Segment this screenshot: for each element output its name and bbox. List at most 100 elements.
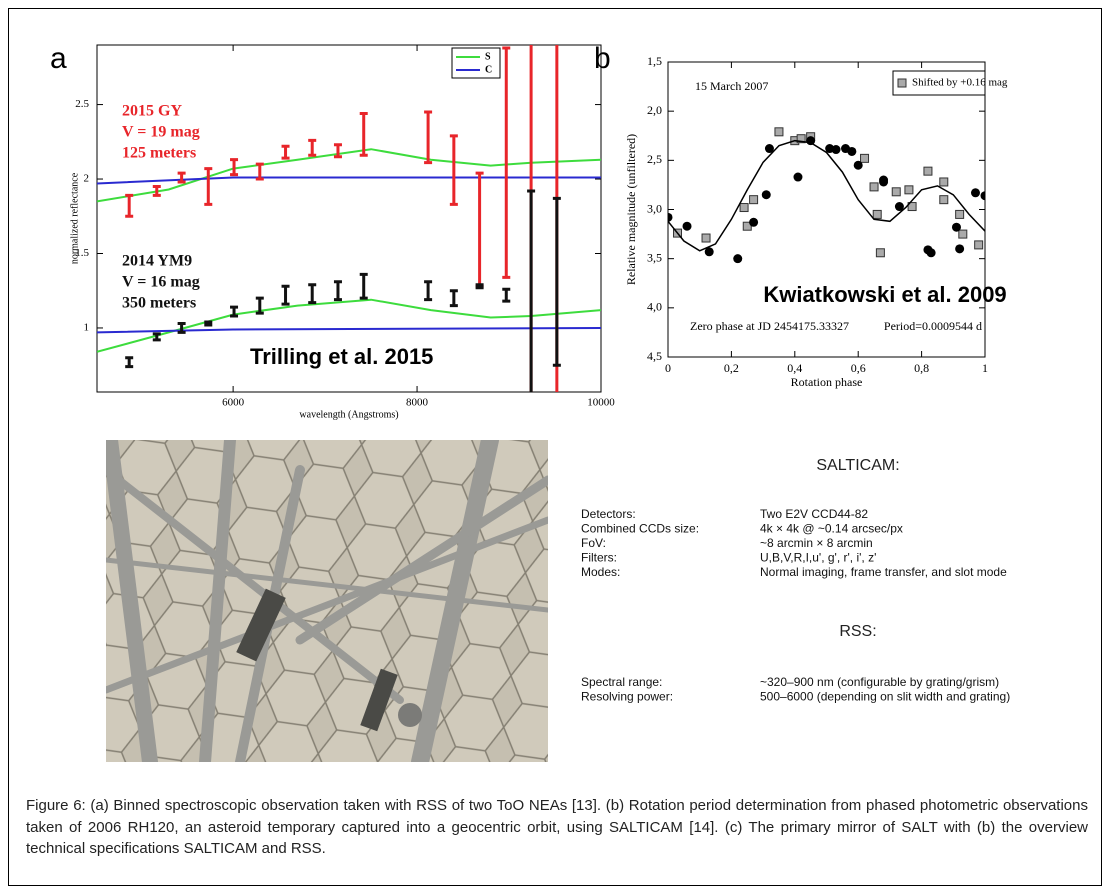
error-bar <box>178 173 186 182</box>
error-bar <box>204 322 212 325</box>
plot-frame <box>97 45 601 392</box>
x-tick-label: 10000 <box>587 397 615 409</box>
y-tick-label: 2,0 <box>647 103 662 117</box>
model-curve <box>97 328 601 332</box>
series-annotation: 2015 GY <box>122 103 182 120</box>
x-tick-label: 0,6 <box>851 361 866 375</box>
point <box>775 128 783 136</box>
annotation: Zero phase at JD 2454175.33327 <box>690 319 849 333</box>
series-annotation: 2014 YM9 <box>122 253 192 270</box>
joint <box>398 703 422 727</box>
point <box>876 249 884 257</box>
point <box>702 234 710 242</box>
error-bar <box>450 291 458 306</box>
fit-curve <box>668 141 985 251</box>
point <box>905 186 913 194</box>
error-bar <box>334 282 342 300</box>
point <box>873 210 881 218</box>
spec-label: Modes: <box>581 565 620 579</box>
source-annotation: Trilling et al. 2015 <box>250 344 433 369</box>
y-tick-label: 3,5 <box>647 250 662 264</box>
page: Figure 6 html, body { margin: 0; padding… <box>0 0 1112 896</box>
point <box>956 210 964 218</box>
spec-value: U,B,V,R,I,u', g', r', i', z' <box>760 551 876 565</box>
figure: a b 11.522.56000800010000wavelength (Ang… <box>0 0 1112 896</box>
point <box>861 154 869 162</box>
spec-value: 500–6000 (depending on slit width and gr… <box>760 690 1010 704</box>
error-bar <box>527 191 535 399</box>
point <box>952 223 961 232</box>
spec-value: 4k × 4k @ ~0.14 arcsec/px <box>760 522 903 536</box>
plot-area <box>97 0 601 402</box>
y-tick-label: 4,5 <box>647 349 662 363</box>
legend-label: Shifted by +0.16 mag <box>912 77 1008 89</box>
point <box>940 196 948 204</box>
point <box>940 178 948 186</box>
y-tick-label: 1,5 <box>647 54 662 68</box>
plot-frame <box>668 62 985 357</box>
point <box>749 218 758 227</box>
error-bar <box>424 282 432 300</box>
x-tick-label: 0,2 <box>724 361 739 375</box>
error-bar <box>125 195 133 216</box>
y-tick-label: 2 <box>84 173 90 185</box>
error-bar <box>553 198 561 365</box>
x-tick-label: 0,4 <box>787 361 802 375</box>
mirror-photo <box>106 440 548 762</box>
series-annotation: 350 meters <box>122 295 196 312</box>
x-tick-label: 8000 <box>406 397 429 409</box>
spec-value: Normal imaging, frame transfer, and slot… <box>760 565 1007 579</box>
point <box>975 241 983 249</box>
error-bar <box>282 146 290 158</box>
point <box>981 191 990 200</box>
point <box>971 188 980 197</box>
point <box>879 177 888 186</box>
series-annotation: V = 19 mag <box>122 124 200 141</box>
error-bar <box>476 173 484 286</box>
spec-label: Resolving power: <box>581 690 673 704</box>
point <box>733 254 742 263</box>
error-bar <box>125 358 133 367</box>
error-bar <box>450 136 458 205</box>
point <box>892 188 900 196</box>
legend-label: S <box>485 51 491 62</box>
spec-label: Combined CCDs size: <box>581 522 699 536</box>
spec-title: SALTICAM: <box>816 457 899 474</box>
y-tick-label: 2,5 <box>647 152 662 166</box>
spec-value: ~8 arcmin × 8 arcmin <box>760 536 873 550</box>
x-tick-label: 1 <box>982 361 988 375</box>
spec-label: FoV: <box>581 536 606 550</box>
error-bar <box>204 169 212 205</box>
x-tick-label: 0 <box>665 361 671 375</box>
point <box>854 161 863 170</box>
y-tick-label: 1 <box>84 321 90 333</box>
y-tick-label: 2.5 <box>75 98 89 110</box>
point <box>793 173 802 182</box>
point <box>924 167 932 175</box>
y-tick-label: 3,0 <box>647 201 662 215</box>
error-bar <box>476 285 484 288</box>
point <box>832 145 841 154</box>
spec-value: Two E2V CCD44-82 <box>760 507 868 521</box>
annotation: Period=0.0009544 d <box>884 319 982 333</box>
panel-label: b <box>594 42 611 75</box>
model-curve <box>97 178 601 184</box>
plot-area <box>664 128 990 263</box>
point <box>762 190 771 199</box>
error-bar <box>360 274 368 298</box>
point <box>740 204 748 212</box>
point <box>959 230 967 238</box>
spec-label: Filters: <box>581 551 617 565</box>
x-axis-label: wavelength (Angstroms) <box>299 409 398 420</box>
x-axis-label: Rotation phase <box>791 375 863 389</box>
y-axis-label: Relative magnitude (unfiltered) <box>624 134 638 285</box>
spec-label: Detectors: <box>581 507 636 521</box>
legend-swatch <box>898 79 906 87</box>
x-tick-label: 0,8 <box>914 361 929 375</box>
point <box>683 222 692 231</box>
error-bar <box>502 48 510 277</box>
y-tick-label: 4,0 <box>647 300 662 314</box>
spec-value: ~320–900 nm (configurable by grating/gri… <box>760 675 999 689</box>
error-bar <box>230 307 238 316</box>
error-bar <box>308 140 316 155</box>
